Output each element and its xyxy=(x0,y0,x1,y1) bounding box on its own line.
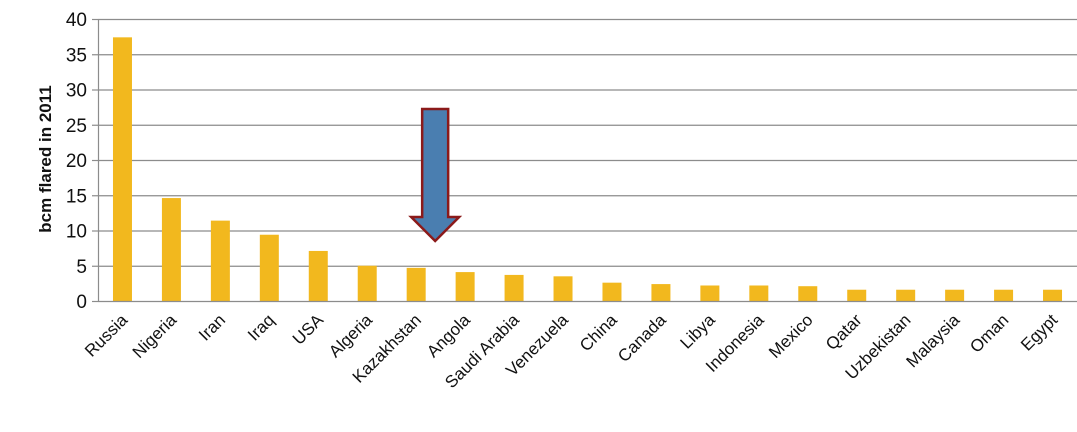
annotation-arrow xyxy=(408,107,463,243)
y-tick-label: 0 xyxy=(76,292,87,313)
bar-egypt xyxy=(1043,289,1063,301)
x-tick-label: Mexico xyxy=(765,310,817,362)
bar-usa xyxy=(308,250,328,301)
bars xyxy=(112,37,1063,301)
x-tick-label: Malaysia xyxy=(903,310,964,371)
x-tick-label: Iran xyxy=(195,310,229,344)
bar-kazakhstan xyxy=(406,267,426,301)
bar-canada xyxy=(651,284,671,301)
x-tick-label: Oman xyxy=(966,310,1012,356)
bar-indonesia xyxy=(749,285,769,301)
bar-algeria xyxy=(357,265,377,301)
bar-qatar xyxy=(847,289,867,301)
down-arrow-icon xyxy=(408,107,463,243)
axes xyxy=(92,18,1077,303)
x-tick-label: Russia xyxy=(81,310,132,361)
y-tick-label: 5 xyxy=(76,257,87,278)
bar-saudi-arabia xyxy=(504,274,524,301)
bar-iran xyxy=(210,220,230,301)
x-tick-label: China xyxy=(576,310,621,355)
x-tick-label: USA xyxy=(289,310,328,349)
x-tick-label: Nigeria xyxy=(129,310,181,362)
y-tick-label: 25 xyxy=(66,116,87,137)
gridlines xyxy=(98,18,1077,267)
bar-uzbekistan xyxy=(896,289,916,301)
x-tick-label: Egypt xyxy=(1017,310,1061,354)
x-tick-label: Qatar xyxy=(822,310,866,354)
bar-iraq xyxy=(259,234,279,301)
y-tick-labels: 0 5 10 15 20 25 30 35 40 xyxy=(66,10,87,313)
bar-oman xyxy=(994,289,1014,301)
y-tick-label: 30 xyxy=(66,81,87,102)
bar-russia xyxy=(112,37,132,301)
x-tick-label: Iraq xyxy=(244,310,278,344)
x-tick-label: Canada xyxy=(614,310,670,366)
bar-malaysia xyxy=(945,289,965,301)
bar-venezuela xyxy=(553,276,573,301)
y-axis-title: bcm flared in 2011 xyxy=(36,85,55,232)
y-tick-label: 35 xyxy=(66,45,87,66)
y-tick-label: 15 xyxy=(66,186,87,207)
y-tick-label: 10 xyxy=(66,222,87,243)
bar-nigeria xyxy=(161,198,181,301)
bar-libya xyxy=(700,285,720,301)
y-tick-label: 20 xyxy=(66,151,87,172)
x-tick-label: Libya xyxy=(677,310,720,353)
y-tick-label: 40 xyxy=(66,10,87,31)
bar-mexico xyxy=(798,286,818,301)
bar-angola xyxy=(455,272,475,301)
bar-china xyxy=(602,282,622,301)
